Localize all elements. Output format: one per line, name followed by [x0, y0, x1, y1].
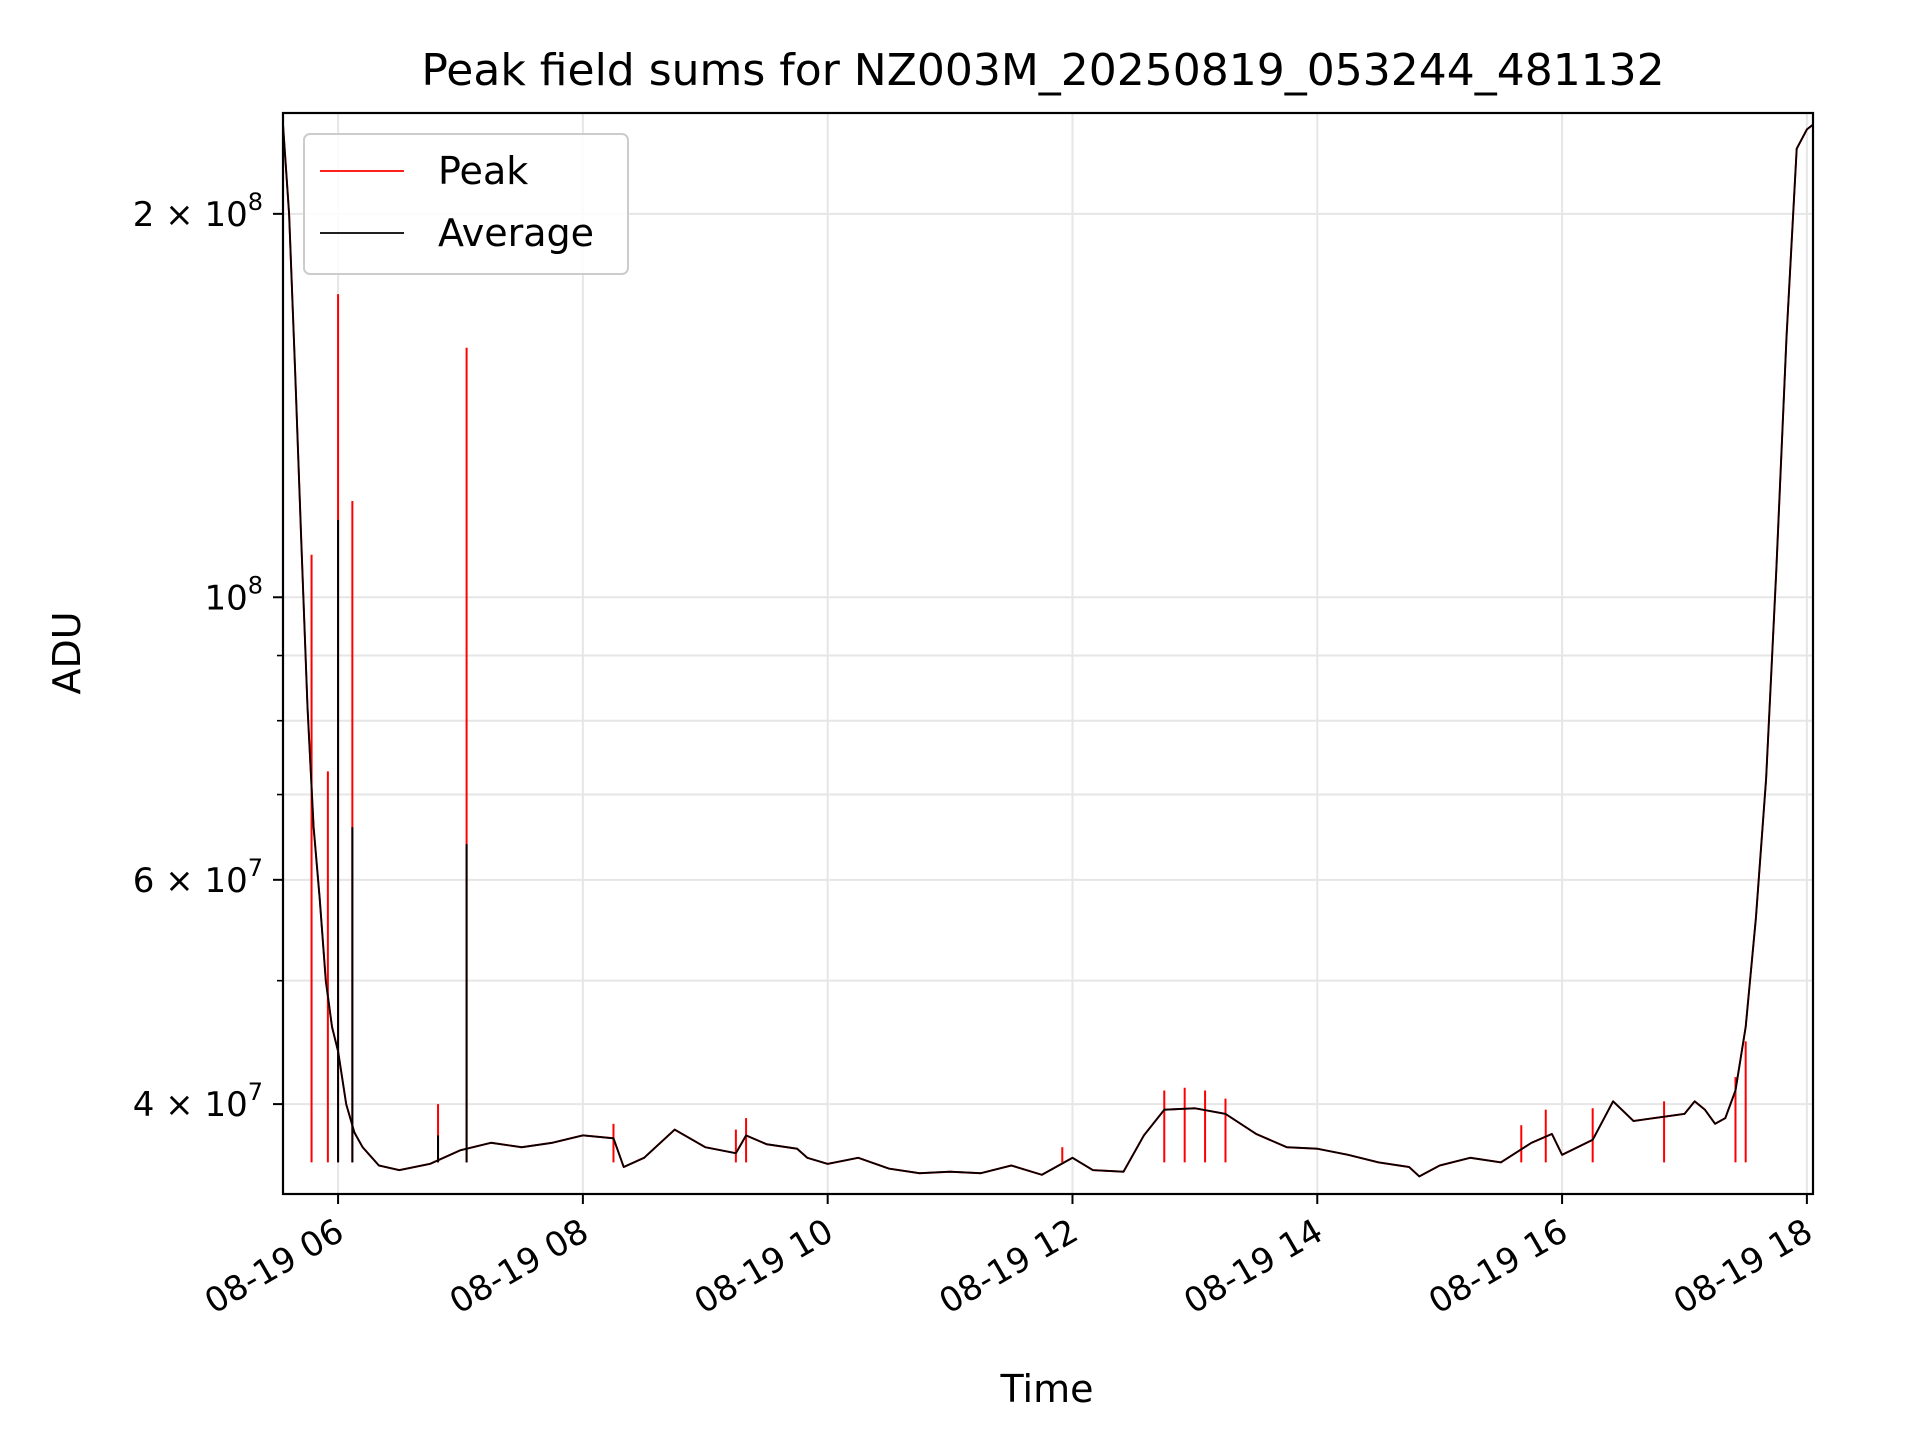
- y-tick-label: 6 × 107: [133, 854, 263, 901]
- legend-label-average: Average: [438, 211, 594, 255]
- average-line: [283, 123, 1813, 1178]
- y-tick-label: 2 × 108: [133, 188, 263, 235]
- y-tick-label: 4 × 107: [133, 1078, 263, 1125]
- legend: Peak Average: [303, 133, 629, 275]
- y-axis-label: ADU: [45, 611, 89, 694]
- y-tick-label: 108: [204, 571, 263, 618]
- legend-frame: [303, 133, 629, 275]
- grid-lines: [283, 113, 1813, 1194]
- series-average: [283, 123, 1813, 1178]
- plot-frame: [281, 111, 1815, 1196]
- chart-title: Peak field sums for NZ003M_20250819_0532…: [421, 45, 1664, 96]
- legend-label-peak: Peak: [438, 149, 528, 193]
- x-axis-label: Time: [1000, 1367, 1094, 1411]
- y-axis: 4 × 107 6 × 107 108 2 × 108: [133, 188, 283, 1125]
